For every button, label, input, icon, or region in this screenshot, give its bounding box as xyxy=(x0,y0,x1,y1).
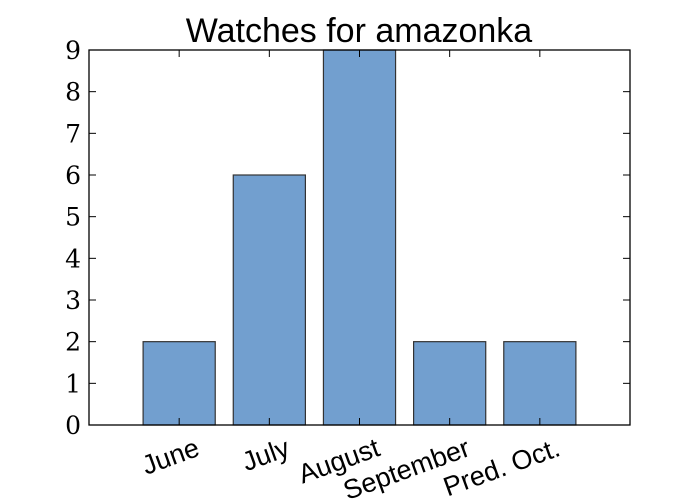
ytick-label: 7 xyxy=(65,119,81,148)
bar-september xyxy=(413,341,487,426)
ytick-label: 3 xyxy=(65,286,81,315)
ytick-label: 6 xyxy=(65,161,81,190)
bar-pred-oct xyxy=(503,341,577,426)
bar-july xyxy=(232,174,306,426)
ytick-label: 5 xyxy=(65,203,81,232)
y-axis: 0 1 2 3 4 5 6 7 8 9 xyxy=(65,36,630,440)
xtick-label: June xyxy=(138,432,203,480)
ytick-label: 4 xyxy=(65,244,81,273)
ytick-label: 2 xyxy=(65,328,81,357)
chart-title: Watches for amazonka xyxy=(186,12,533,50)
ytick-label: 1 xyxy=(65,369,81,398)
ytick-label: 9 xyxy=(65,36,81,65)
bar-august xyxy=(322,49,397,426)
bars-layer xyxy=(142,49,577,426)
bar-june xyxy=(142,341,216,426)
ytick-label: 0 xyxy=(65,411,81,440)
xtick-label: July xyxy=(238,432,294,477)
ytick-label: 8 xyxy=(65,78,81,107)
